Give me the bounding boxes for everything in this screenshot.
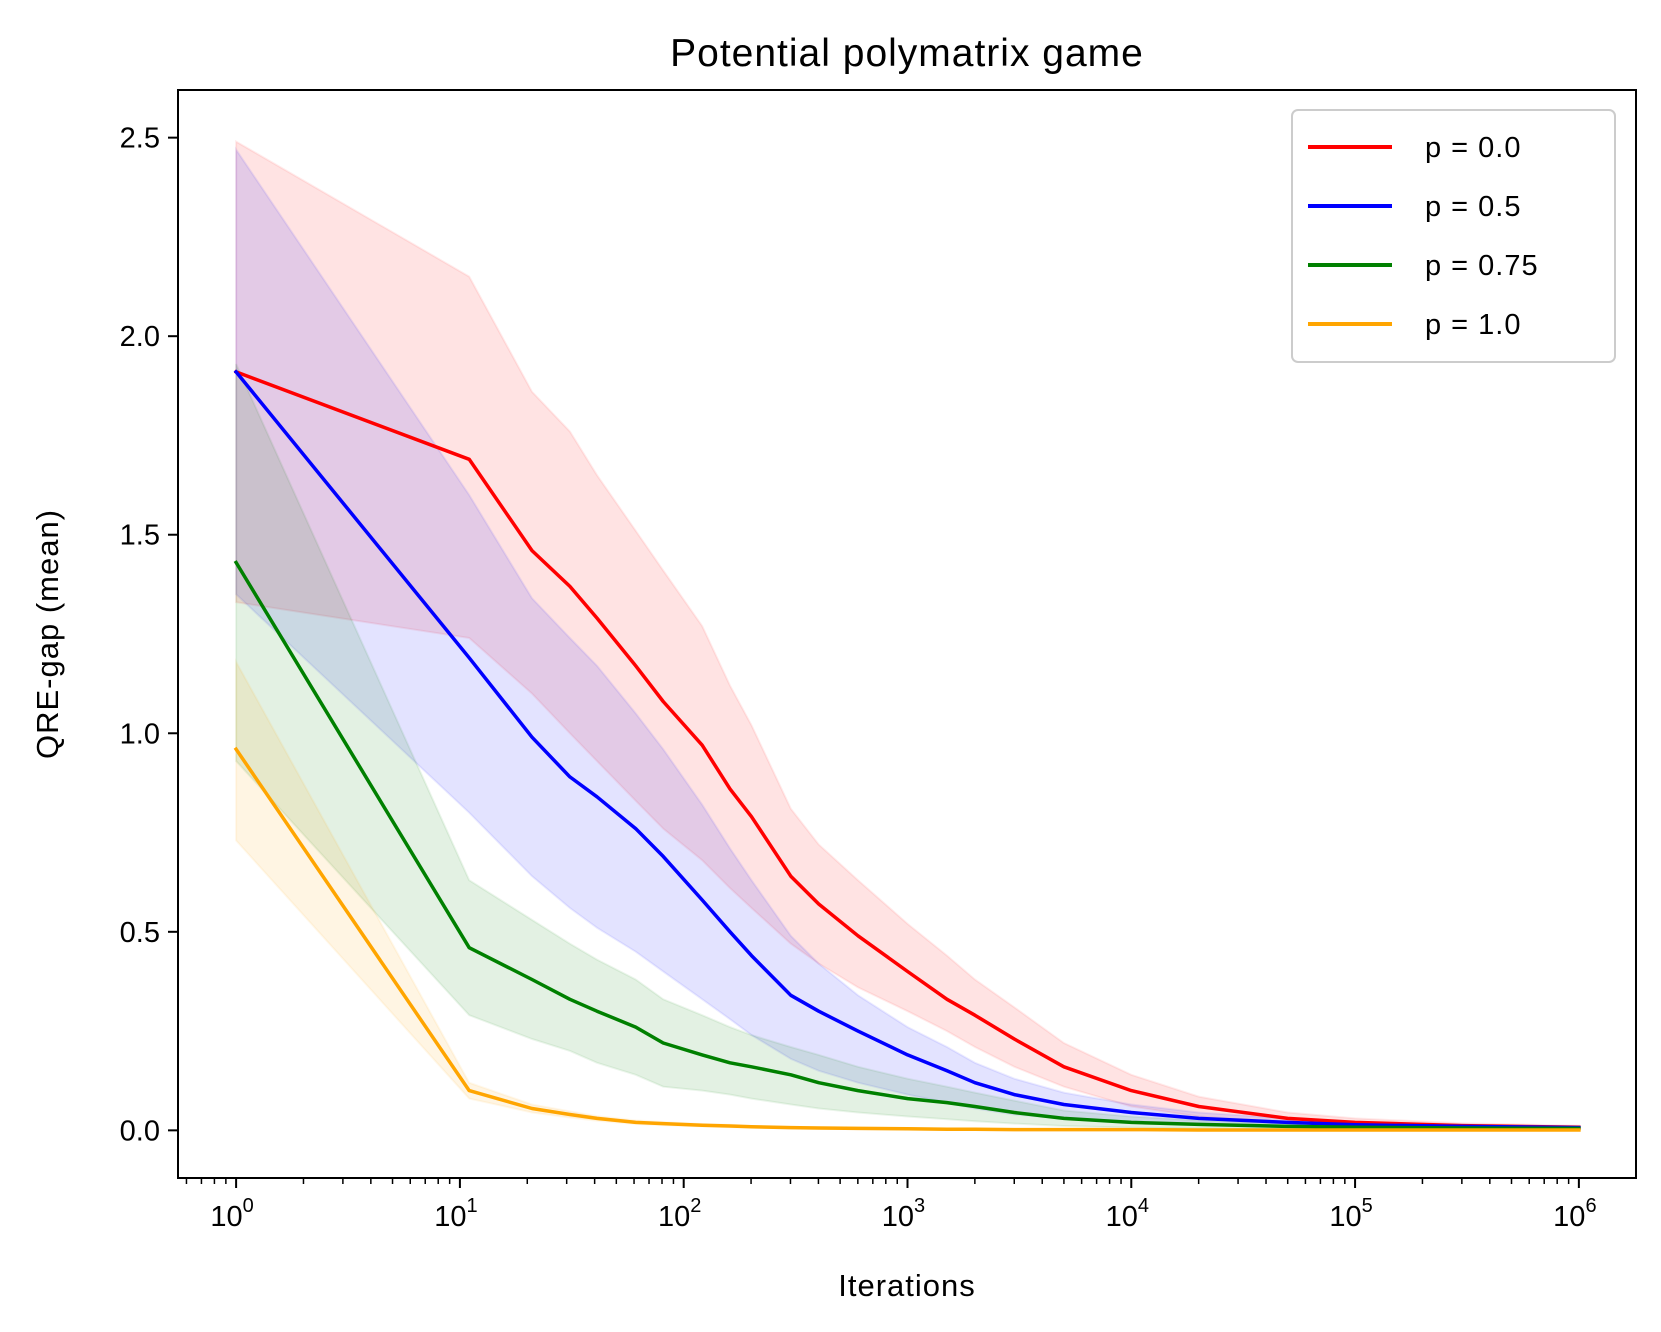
legend-label: p = 0.5: [1425, 191, 1522, 223]
y-tick-label: 2.0: [120, 321, 160, 353]
legend-label: p = 0.0: [1425, 132, 1522, 164]
legend-label: p = 0.75: [1425, 250, 1539, 282]
y-tick-label: 0.5: [120, 917, 160, 949]
y-axis-label: QRE-gap (mean): [30, 509, 65, 759]
line-series-1: [233, 369, 1581, 1130]
y-tick-label: 1.0: [120, 718, 160, 750]
y-tick-label: 0.0: [120, 1115, 160, 1147]
x-axis-ticks: 100 101 102 103 104 105 106: [185, 1178, 1597, 1233]
y-axis-ticks: 0.0 0.5 1.0 1.5 2.0 2.5: [120, 123, 178, 1147]
x-tick-label: 106: [1553, 1195, 1596, 1233]
legend: p = 0.0 p = 0.5 p = 0.75 p = 1.0: [1291, 109, 1616, 363]
x-tick-label: 104: [1106, 1195, 1149, 1233]
series-lines: [233, 369, 1581, 1132]
y-tick-label: 2.5: [120, 123, 160, 155]
legend-box: [1291, 109, 1616, 363]
line-series-2: [233, 560, 1581, 1131]
y-tick-label: 1.5: [120, 520, 160, 552]
line-series-0: [233, 369, 1581, 1129]
chart-title: Potential polymatrix game: [670, 32, 1144, 75]
x-axis-label: Iterations: [838, 1268, 976, 1303]
legend-label: p = 1.0: [1425, 309, 1522, 341]
x-tick-label: 100: [210, 1195, 253, 1233]
x-tick-label: 103: [882, 1195, 925, 1233]
x-tick-label: 105: [1329, 1195, 1372, 1233]
x-tick-label: 102: [658, 1195, 701, 1233]
x-tick-label: 101: [434, 1195, 477, 1233]
line-series-3: [233, 746, 1581, 1132]
